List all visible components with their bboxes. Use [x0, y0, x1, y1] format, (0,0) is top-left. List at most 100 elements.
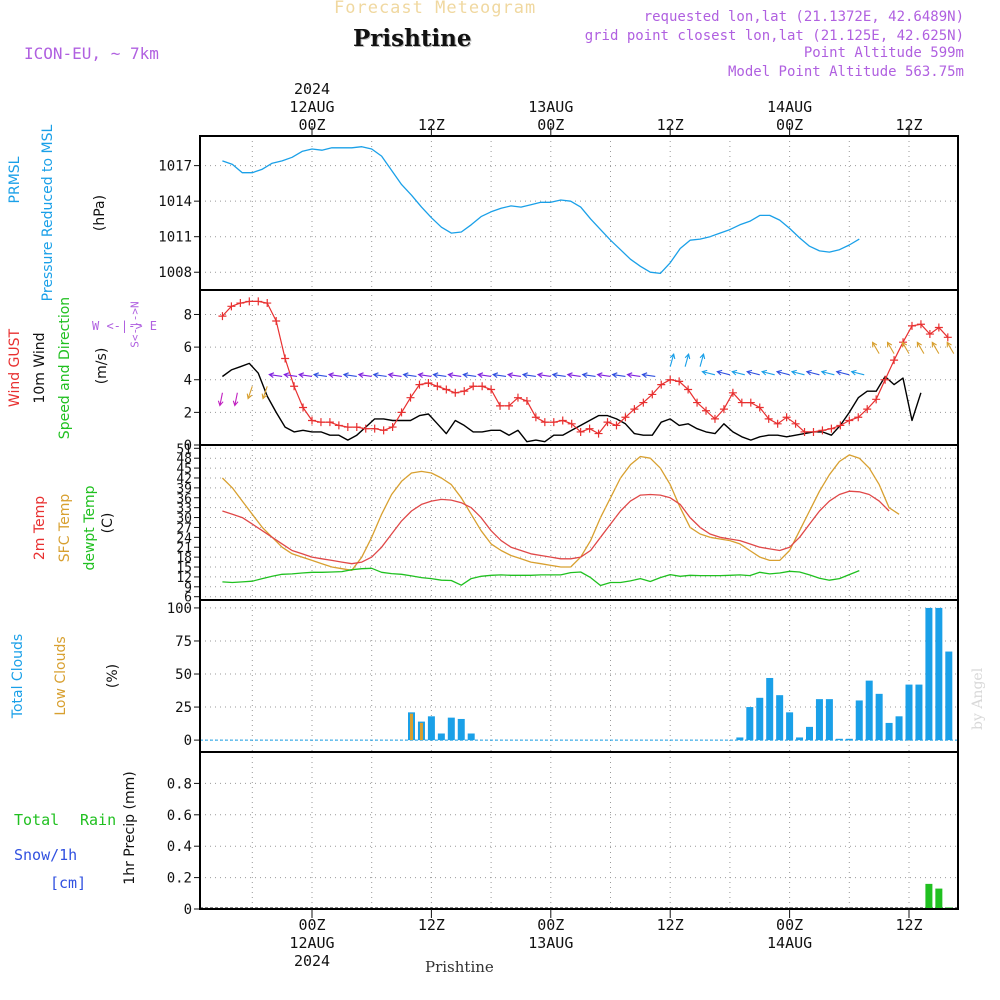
wind-gust-marker — [388, 423, 397, 432]
wind-direction-arrow — [246, 386, 253, 400]
wind-gust-marker — [415, 380, 424, 389]
top-time-label: 00Z — [776, 116, 803, 134]
wind-direction-arrow — [566, 372, 581, 378]
wind-direction-label: Speed and Direction — [57, 296, 73, 440]
wind-gust-marker — [558, 416, 567, 425]
total-clouds-bar — [845, 738, 853, 741]
total-clouds-bar — [776, 695, 784, 741]
wind-gust-marker — [549, 418, 558, 427]
wind-gust-marker — [254, 297, 263, 306]
precip-ytick-label: 0.8 — [167, 776, 192, 792]
total-clouds-bar — [915, 684, 923, 741]
wind-direction-arrow — [551, 372, 566, 378]
wind-gust-marker — [702, 406, 711, 415]
total-clouds-bar — [935, 607, 943, 741]
total-clouds-bar — [905, 684, 913, 741]
wind-gust-marker — [621, 413, 630, 422]
low-clouds-bar — [419, 722, 423, 741]
wind-gust-marker — [800, 427, 809, 436]
precip-ytick-label: 0.4 — [167, 839, 192, 855]
wind-gust-marker — [263, 299, 272, 308]
precip-total-label: Total — [14, 811, 60, 829]
rain-bar — [925, 883, 933, 909]
wind-direction-arrow — [886, 341, 895, 354]
wind-gust-marker — [496, 401, 505, 410]
wind-gust-marker — [325, 418, 334, 427]
wind-direction-arrow — [699, 353, 706, 367]
sfc-temp-line — [221, 454, 900, 571]
wind-gust-marker — [334, 421, 343, 430]
temp-ytick-label: 42 — [176, 472, 192, 487]
wind-direction-arrow — [731, 369, 745, 376]
total-clouds-label: Total Clouds — [10, 633, 26, 719]
model-label: ICON-EU, ~ 7km — [24, 44, 159, 63]
wind-gust-marker — [710, 414, 719, 423]
wind-gust-marker — [657, 380, 666, 389]
model-altitude: Model Point Altitude 563.75m — [727, 64, 964, 80]
wind-direction-arrow — [506, 372, 522, 378]
wind-direction-arrow — [357, 372, 372, 378]
pressure-frame — [199, 135, 959, 291]
wind-gust-marker — [469, 382, 478, 391]
bottom-time-label: 12Z — [418, 916, 445, 934]
wind-direction-arrow — [521, 372, 536, 378]
wind-gust-marker — [719, 405, 728, 414]
wind-gust-marker — [809, 427, 818, 436]
wind-unit: (m/s) — [94, 347, 110, 385]
temp-ytick-label: 24 — [176, 531, 192, 546]
rain-bar — [935, 888, 943, 909]
wind-direction-arrow — [684, 353, 691, 367]
wind-gust-marker — [648, 390, 657, 399]
low-clouds-bar — [410, 713, 413, 741]
wind-gust-marker — [227, 302, 236, 311]
wind-direction-arrow — [596, 372, 611, 378]
wind-gust-marker — [863, 405, 872, 414]
wind-gust-marker — [522, 396, 531, 405]
t2m-line — [222, 490, 890, 565]
wind-gust-marker — [845, 416, 854, 425]
total-clouds-bar — [825, 699, 833, 741]
wind-direction-arrow — [581, 372, 596, 378]
temp-ytick-label: 18 — [176, 551, 192, 566]
temp-unit: (C) — [100, 512, 116, 534]
wind-direction-arrow — [372, 372, 387, 378]
wind-gust-marker — [442, 385, 451, 394]
total-clouds-bar — [855, 700, 863, 741]
temp-ytick-label: 9 — [184, 581, 192, 596]
wind-gust-marker — [379, 426, 388, 435]
precip-rain-label: Rain — [80, 811, 117, 829]
clouds-ytick-label: 25 — [175, 700, 192, 716]
wind-direction-arrow — [790, 369, 805, 376]
wind-direction-arrow — [946, 341, 955, 354]
wind-ytick-label: 6 — [184, 340, 192, 356]
wind-gust-marker — [907, 321, 916, 330]
clouds-ytick-label: 50 — [175, 667, 192, 683]
temp-ytick-label: 15 — [176, 561, 192, 576]
wind-direction-arrow — [432, 372, 447, 378]
wind-direction-arrow — [626, 372, 641, 378]
wind-gust-marker — [361, 424, 370, 433]
total-clouds-bar — [427, 716, 435, 741]
wind-direction-arrow — [261, 386, 268, 400]
precip-ytick-label: 0.2 — [167, 871, 192, 887]
top-time-label: 2024 — [294, 80, 330, 98]
wind-direction-arrow — [462, 372, 477, 378]
wind-direction-arrow — [641, 372, 656, 378]
precip-frame — [199, 751, 959, 910]
wind-gust-marker — [316, 418, 325, 427]
wind-direction-arrow — [312, 372, 328, 378]
temp-ytick-label: 33 — [176, 502, 192, 517]
wind-direction-arrow — [536, 372, 551, 378]
bottom-time-label: 00Z — [298, 916, 325, 934]
total-clouds-bar — [865, 680, 873, 741]
wind-gust-marker — [460, 387, 469, 396]
top-time-label: 12Z — [657, 116, 684, 134]
compass-we: W <-|-> E — [92, 319, 158, 333]
wind-gust-marker — [782, 413, 791, 422]
byline: by Angel — [970, 667, 986, 730]
wind-gust-marker — [370, 424, 379, 433]
total-clouds-bar — [736, 737, 744, 741]
wind-gust-marker — [594, 429, 603, 438]
wind-gust-marker — [567, 419, 576, 428]
wind-gust-marker — [684, 385, 693, 394]
